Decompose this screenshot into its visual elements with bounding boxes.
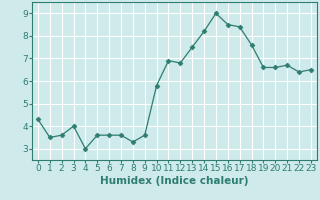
X-axis label: Humidex (Indice chaleur): Humidex (Indice chaleur) [100, 176, 249, 186]
